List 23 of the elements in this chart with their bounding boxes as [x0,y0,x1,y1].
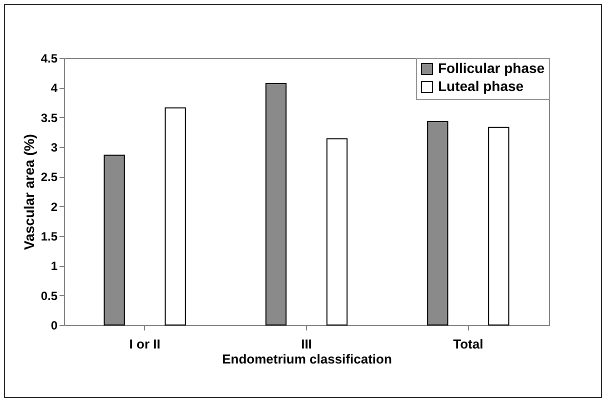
y-tick-label: 2.5 [40,170,58,184]
bar [164,107,186,326]
x-axis-title: Endometrium classification [222,352,392,366]
y-tick-label: 2 [50,200,58,214]
bar [427,120,448,326]
x-tick-label: I or II [129,336,160,352]
bar [488,126,510,326]
legend-label: Follicular phase [438,60,545,76]
y-tick-label: 1 [50,259,58,274]
y-tick-label: 4.5 [40,52,58,66]
y-tick-label: 4 [50,81,58,96]
legend-label: Luteal phase [438,78,524,94]
y-tick-label: 3 [50,140,58,154]
y-tick-label: 3.5 [40,110,58,125]
y-tick-label: 0.5 [40,288,58,303]
bar [326,138,348,326]
bar [265,83,287,326]
bar [104,154,125,326]
y-axis-title: Vascular area (%) [20,134,37,250]
x-tick-label: Total [453,336,484,352]
y-tick-label: 0 [50,318,58,332]
y-tick-label: 1.5 [40,230,58,244]
x-tick-label: III [301,336,312,352]
